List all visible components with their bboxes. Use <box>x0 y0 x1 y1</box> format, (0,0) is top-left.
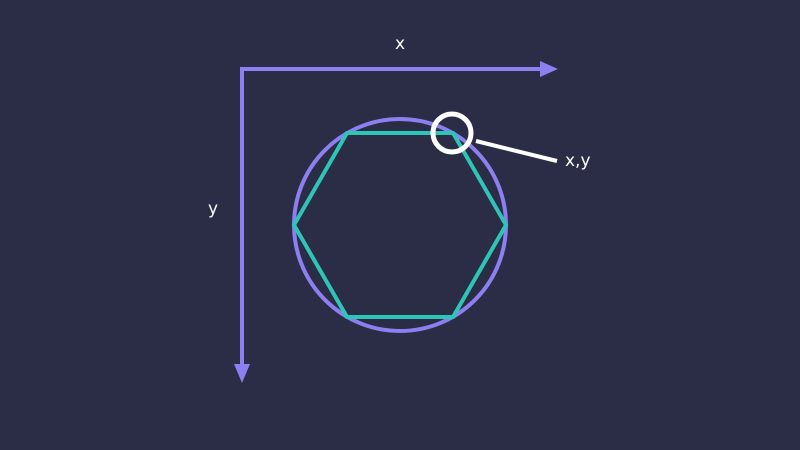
circumscribed-circle <box>292 117 508 333</box>
callout-line <box>475 139 558 163</box>
y-axis-arrowhead <box>234 364 250 383</box>
x-axis-label: x <box>395 34 405 54</box>
point-label: x,y <box>565 151 591 171</box>
y-axis-label: y <box>208 199 218 219</box>
vertex-highlight-ring <box>430 111 474 155</box>
hexagon <box>291 131 509 319</box>
x-axis-arrowhead <box>540 61 558 77</box>
